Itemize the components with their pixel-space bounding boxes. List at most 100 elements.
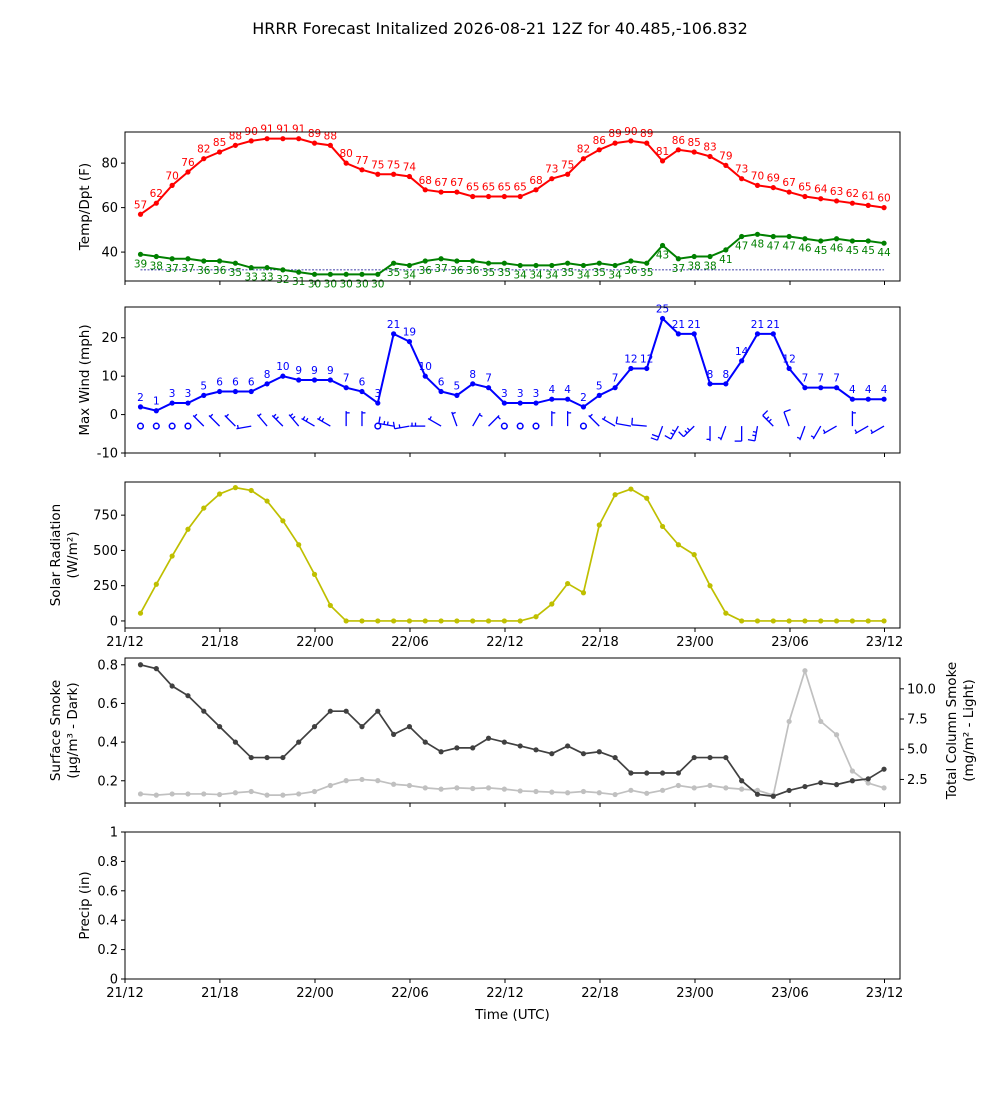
wind-barb bbox=[783, 409, 791, 427]
surface-smoke-point bbox=[786, 787, 792, 794]
temp-data-label: 85 bbox=[688, 137, 701, 149]
wind-barb-half-flag bbox=[452, 411, 456, 415]
x-tick-label: 22/12 bbox=[486, 986, 523, 1001]
surface-smoke-point bbox=[391, 731, 397, 737]
wind-barb bbox=[451, 411, 458, 427]
wind-barb-shaft bbox=[616, 422, 632, 427]
y-tick-label: 0 bbox=[110, 408, 118, 423]
dewpoint-data-label: 32 bbox=[276, 274, 289, 286]
solar-point bbox=[438, 618, 444, 624]
column-smoke-point bbox=[786, 718, 792, 725]
temp-data-label: 75 bbox=[561, 159, 574, 171]
y-tick-label: 0.2 bbox=[97, 774, 118, 789]
y-tick-label: 0.2 bbox=[97, 943, 118, 958]
column-smoke-point bbox=[343, 778, 349, 784]
wind-barb-shaft bbox=[656, 425, 664, 441]
wind-barb-half-flag bbox=[684, 430, 688, 434]
surface-smoke-point bbox=[485, 735, 492, 741]
dewpoint-data-label: 45 bbox=[862, 245, 875, 257]
wind-data-label: 12 bbox=[782, 353, 795, 365]
solar-point bbox=[217, 491, 223, 497]
x-tick-label: 22/00 bbox=[296, 635, 333, 650]
dewpoint-data-label: 38 bbox=[150, 261, 163, 273]
wind-barb-flag bbox=[762, 410, 769, 416]
temp-data-label: 91 bbox=[276, 124, 289, 136]
wind-barb bbox=[378, 416, 394, 427]
temp-data-label: 81 bbox=[656, 146, 669, 158]
wind-barb-half-flag bbox=[305, 417, 309, 422]
wind-data-label: 8 bbox=[722, 369, 729, 381]
surface-smoke-point bbox=[169, 683, 175, 689]
panel-frame bbox=[124, 831, 901, 980]
solar-point bbox=[849, 618, 856, 624]
wind-data-label: 4 bbox=[548, 384, 555, 396]
solar-point bbox=[248, 487, 254, 494]
wind-barb bbox=[236, 424, 252, 430]
dewpoint-point bbox=[517, 262, 523, 269]
dewpoint-data-label: 33 bbox=[260, 272, 273, 284]
dewpoint-point bbox=[833, 236, 840, 242]
solar-point bbox=[533, 614, 539, 620]
solar-point bbox=[580, 590, 587, 596]
wind-barb-flag bbox=[631, 417, 634, 425]
dewpoint-data-label: 35 bbox=[561, 267, 574, 279]
wind-barb bbox=[288, 413, 300, 427]
temp-data-label: 88 bbox=[229, 130, 242, 142]
temp-data-label: 77 bbox=[355, 155, 368, 167]
wind-point bbox=[565, 396, 571, 402]
temp-point bbox=[391, 171, 397, 177]
surface-smoke-point bbox=[818, 780, 824, 786]
wind-data-label: 4 bbox=[564, 384, 571, 396]
surface-smoke-point bbox=[454, 745, 460, 751]
temp-point bbox=[470, 193, 476, 200]
column-smoke-point bbox=[580, 788, 587, 795]
wind-data-label: 3 bbox=[517, 388, 524, 400]
dewpoint-point bbox=[644, 260, 650, 266]
solar-point bbox=[770, 618, 776, 624]
solar-point bbox=[137, 610, 144, 616]
temp-data-label: 83 bbox=[703, 141, 716, 153]
y-tick-label: 750 bbox=[93, 509, 118, 524]
temp-data-label: 75 bbox=[387, 159, 400, 171]
temp-point bbox=[533, 187, 539, 193]
wind-data-label: 5 bbox=[454, 380, 461, 392]
wind-point bbox=[264, 381, 270, 387]
solar-point bbox=[659, 523, 666, 530]
solar-point bbox=[612, 492, 618, 498]
wind-data-label: 21 bbox=[387, 319, 400, 331]
wind-barb-half-flag bbox=[822, 429, 826, 434]
y-tick-label: 0.4 bbox=[97, 914, 118, 929]
surface-smoke-point bbox=[517, 743, 523, 749]
temp-data-label: 65 bbox=[498, 181, 511, 193]
y2-tick-label: 10.0 bbox=[907, 682, 936, 697]
temp-point bbox=[802, 193, 808, 200]
dewpoint-data-label: 47 bbox=[735, 241, 748, 253]
temp-data-label: 69 bbox=[767, 173, 780, 185]
temp-data-label: 89 bbox=[608, 128, 621, 140]
solar-point bbox=[723, 610, 729, 616]
x-tick-label: 23/12 bbox=[866, 635, 903, 650]
wind-barb-shaft bbox=[588, 415, 600, 427]
wind-barb-half-flag bbox=[670, 432, 674, 436]
solar-point bbox=[327, 602, 333, 609]
surface-smoke-point bbox=[739, 778, 745, 784]
solar-point bbox=[786, 618, 792, 624]
y-tick-label: 0 bbox=[110, 614, 118, 629]
surface-smoke-point bbox=[596, 749, 602, 755]
wind-barb-half-flag bbox=[479, 414, 483, 417]
temp-point bbox=[185, 169, 191, 175]
surface-smoke-point bbox=[691, 754, 697, 761]
dewpoint-data-label: 33 bbox=[245, 272, 258, 284]
temp-data-label: 88 bbox=[324, 130, 337, 142]
temp-data-label: 65 bbox=[798, 181, 811, 193]
wind-data-label: 21 bbox=[751, 319, 764, 331]
wind-barb bbox=[301, 416, 315, 427]
temp-data-label: 60 bbox=[877, 193, 890, 205]
solar-point bbox=[311, 571, 318, 577]
temp-point bbox=[264, 136, 270, 142]
y-tick-label: 20 bbox=[101, 331, 118, 346]
y-tick-label: 0 bbox=[110, 973, 118, 988]
solar-point bbox=[833, 618, 840, 624]
y2-tick-label: 7.5 bbox=[907, 713, 928, 728]
